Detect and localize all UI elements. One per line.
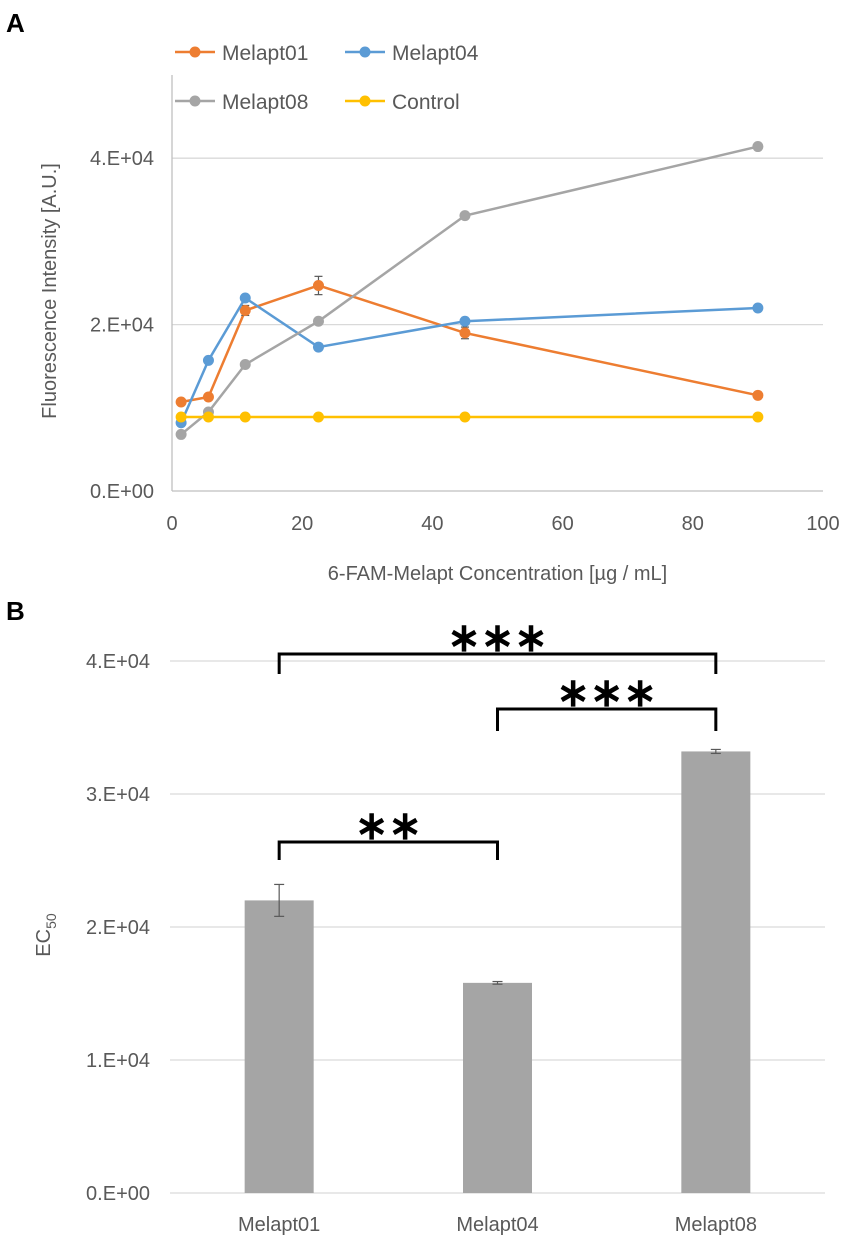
y-label-subscript: 50 (43, 913, 59, 929)
legend-marker (189, 95, 201, 107)
significance-label: ∗∗∗ (447, 616, 548, 660)
data-point (202, 411, 214, 423)
x-tick-label: 60 (551, 513, 573, 535)
bracket-line (277, 840, 499, 860)
data-point (752, 411, 764, 423)
bar (681, 751, 751, 1193)
y-tick-label: 2.E+04 (86, 917, 150, 939)
data-point (752, 389, 764, 401)
series-line (180, 145, 759, 436)
data-point (175, 428, 187, 440)
bar (463, 982, 532, 1193)
y-axis-label: EC50 (33, 913, 59, 957)
data-point (202, 354, 214, 366)
legend-label: Melapt08 (222, 91, 308, 114)
legend-label: Melapt01 (222, 42, 308, 65)
legend[interactable]: Melapt01 Melapt04 Melapt08 Control (175, 42, 479, 114)
y-tick-label: 4.E+04 (86, 651, 150, 673)
y-tick-label: 4.E+04 (90, 148, 154, 170)
significance-bracket: ∗∗∗ (277, 616, 718, 674)
x-tick-label: 20 (291, 513, 313, 535)
data-point (312, 341, 324, 353)
data-point (175, 411, 187, 423)
data-point (239, 292, 251, 304)
significance-bracket: ∗∗ (277, 804, 499, 860)
legend-marker (359, 95, 371, 107)
series-melapt01 (175, 275, 764, 408)
x-tick-label: 0 (166, 513, 177, 535)
bracket-line (277, 652, 718, 674)
panel-label-b: B (6, 596, 25, 626)
x-tick-label: Melapt04 (456, 1214, 538, 1236)
bracket-line (496, 707, 718, 731)
legend-item-melapt08[interactable]: Melapt08 (175, 91, 308, 114)
bar-melapt08 (681, 748, 751, 1193)
legend-label: Control (392, 91, 460, 114)
data-point (459, 315, 471, 327)
data-point (312, 315, 324, 327)
data-point (202, 391, 214, 403)
data-point (312, 411, 324, 423)
tick-labels: 0.E+00 1.E+04 2.E+04 3.E+04 4.E+04 Melapt01 Me… (86, 651, 757, 1236)
y-tick-label: 1.E+04 (86, 1050, 150, 1072)
series-melapt08 (175, 141, 764, 440)
significance-label: ∗∗ (355, 804, 422, 848)
series-line (180, 284, 759, 404)
y-tick-label: 0.E+00 (90, 481, 154, 503)
bar-chart: 0.E+00 1.E+04 2.E+04 3.E+04 4.E+04 Melapt01 Me… (33, 616, 825, 1236)
significance-label: ∗∗∗ (556, 671, 657, 715)
legend-marker (189, 46, 201, 58)
x-tick-label: 80 (682, 513, 704, 535)
legend-marker (359, 46, 371, 58)
bar-melapt01 (244, 883, 314, 1193)
bar-melapt04 (463, 980, 532, 1193)
line-chart: 0.E+00 2.E+04 4.E+04 0 20 40 60 80 100 6-FAM-Mel… (39, 42, 840, 585)
significance-brackets: ∗∗∗∗∗∗∗∗ (277, 616, 718, 860)
y-axis-label: Fluorescence Intensity [A.U.] (39, 163, 61, 419)
gridlines (172, 157, 823, 326)
significance-bracket: ∗∗∗ (496, 671, 718, 731)
series-melapt04 (175, 292, 764, 429)
x-tick-label: Melapt01 (238, 1214, 320, 1236)
data-point (239, 411, 251, 423)
y-label-main: EC (33, 929, 55, 957)
data-point (175, 396, 187, 408)
data-point (752, 302, 764, 314)
tick-labels: 0.E+00 2.E+04 4.E+04 0 20 40 60 80 100 (90, 148, 840, 535)
legend-item-melapt04[interactable]: Melapt04 (345, 42, 479, 65)
data-point (459, 327, 471, 339)
x-tick-label: 100 (806, 513, 839, 535)
series-line (179, 296, 758, 424)
x-tick-label: Melapt08 (675, 1214, 757, 1236)
data-point (752, 141, 764, 153)
data-point (239, 359, 251, 371)
data-point (459, 210, 471, 222)
legend-item-control[interactable]: Control (345, 91, 460, 114)
series-control (175, 411, 764, 423)
y-tick-label: 3.E+04 (86, 784, 150, 806)
axes (171, 75, 823, 492)
y-tick-label: 0.E+00 (86, 1183, 150, 1205)
bar (244, 900, 314, 1193)
bars (244, 748, 751, 1193)
x-tick-label: 40 (421, 513, 443, 535)
data-point (459, 411, 471, 423)
data-point (239, 304, 251, 316)
panel-label-a: A (6, 8, 25, 38)
data-point (312, 279, 324, 291)
legend-label: Melapt04 (392, 42, 479, 65)
series-group (175, 141, 764, 440)
y-tick-label: 2.E+04 (90, 315, 154, 337)
legend-item-melapt01[interactable]: Melapt01 (175, 42, 308, 65)
x-axis-label: 6-FAM-Melapt Concentration [µg / mL] (328, 563, 667, 585)
